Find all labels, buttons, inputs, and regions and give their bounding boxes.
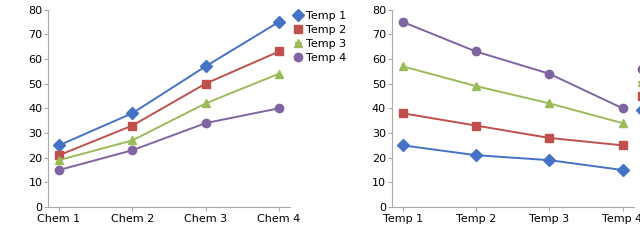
Chem 4 [619, 107, 627, 110]
Chem 2 [472, 124, 480, 127]
Chem 3 [399, 65, 406, 68]
Line: Temp 1: Temp 1 [55, 18, 283, 149]
Legend: Chem 4, Chem 3, Chem 2, Chem 1: Chem 4, Chem 3, Chem 2, Chem 1 [639, 64, 640, 116]
Chem 2 [619, 144, 627, 147]
Line: Temp 3: Temp 3 [55, 69, 283, 164]
Chem 1 [545, 159, 553, 162]
Temp 2 [275, 50, 283, 53]
Temp 2 [202, 82, 209, 85]
Chem 4 [545, 72, 553, 75]
Chem 3 [545, 102, 553, 105]
Temp 1 [55, 144, 63, 147]
Line: Temp 2: Temp 2 [55, 47, 283, 159]
Chem 2 [399, 112, 406, 115]
Chem 1 [472, 154, 480, 157]
Chem 3 [619, 122, 627, 124]
Line: Temp 4: Temp 4 [55, 104, 283, 174]
Temp 1 [202, 65, 209, 68]
Line: Chem 2: Chem 2 [399, 109, 627, 149]
Temp 4 [202, 122, 209, 124]
Temp 1 [129, 112, 136, 115]
Line: Chem 4: Chem 4 [399, 18, 627, 113]
Temp 1 [275, 20, 283, 23]
Temp 3 [55, 159, 63, 162]
Chem 3 [472, 85, 480, 88]
Line: Chem 3: Chem 3 [399, 62, 627, 127]
Temp 3 [129, 139, 136, 142]
Chem 4 [399, 20, 406, 23]
Legend: Temp 1, Temp 2, Temp 3, Temp 4: Temp 1, Temp 2, Temp 3, Temp 4 [296, 11, 346, 63]
Chem 1 [619, 169, 627, 171]
Temp 2 [55, 154, 63, 157]
Temp 4 [129, 149, 136, 152]
Chem 2 [545, 136, 553, 139]
Chem 4 [472, 50, 480, 53]
Temp 3 [202, 102, 209, 105]
Temp 2 [129, 124, 136, 127]
Temp 4 [275, 107, 283, 110]
Temp 3 [275, 72, 283, 75]
Chem 1 [399, 144, 406, 147]
Temp 4 [55, 169, 63, 171]
Line: Chem 1: Chem 1 [399, 141, 627, 174]
